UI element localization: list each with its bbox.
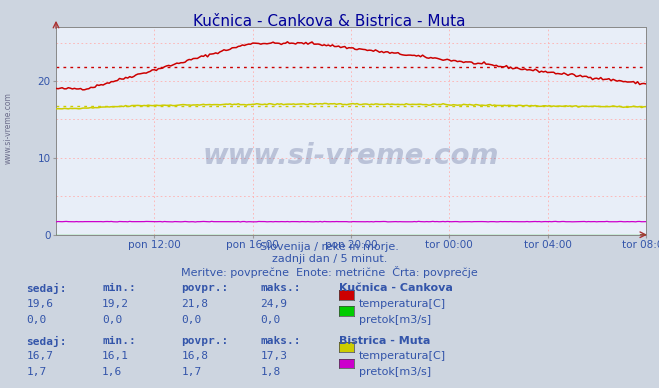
Text: min.:: min.: <box>102 283 136 293</box>
Text: povpr.:: povpr.: <box>181 283 229 293</box>
Text: sedaj:: sedaj: <box>26 283 67 294</box>
Text: www.si-vreme.com: www.si-vreme.com <box>203 142 499 170</box>
Text: maks.:: maks.: <box>260 283 301 293</box>
Text: 1,7: 1,7 <box>181 367 202 378</box>
Text: www.si-vreme.com: www.si-vreme.com <box>3 92 13 164</box>
Text: Kučnica - Cankova & Bistrica - Muta: Kučnica - Cankova & Bistrica - Muta <box>193 14 466 29</box>
Text: 24,9: 24,9 <box>260 299 287 309</box>
Text: 1,6: 1,6 <box>102 367 123 378</box>
Text: 19,6: 19,6 <box>26 299 53 309</box>
Text: temperatura[C]: temperatura[C] <box>359 351 446 361</box>
Text: Meritve: povprečne  Enote: metrične  Črta: povprečje: Meritve: povprečne Enote: metrične Črta:… <box>181 266 478 278</box>
Text: 0,0: 0,0 <box>26 315 47 325</box>
Text: 0,0: 0,0 <box>181 315 202 325</box>
Text: min.:: min.: <box>102 336 136 346</box>
Text: 0,0: 0,0 <box>102 315 123 325</box>
Text: pretok[m3/s]: pretok[m3/s] <box>359 367 431 378</box>
Text: 19,2: 19,2 <box>102 299 129 309</box>
Text: sedaj:: sedaj: <box>26 336 67 346</box>
Text: 1,7: 1,7 <box>26 367 47 378</box>
Text: 17,3: 17,3 <box>260 351 287 361</box>
Text: Slovenija / reke in morje.: Slovenija / reke in morje. <box>260 242 399 253</box>
Text: 0,0: 0,0 <box>260 315 281 325</box>
Text: maks.:: maks.: <box>260 336 301 346</box>
Text: temperatura[C]: temperatura[C] <box>359 299 446 309</box>
Text: Bistrica - Muta: Bistrica - Muta <box>339 336 431 346</box>
Text: 16,7: 16,7 <box>26 351 53 361</box>
Text: 16,1: 16,1 <box>102 351 129 361</box>
Text: 21,8: 21,8 <box>181 299 208 309</box>
Text: povpr.:: povpr.: <box>181 336 229 346</box>
Text: 1,8: 1,8 <box>260 367 281 378</box>
Text: Kučnica - Cankova: Kučnica - Cankova <box>339 283 453 293</box>
Text: 16,8: 16,8 <box>181 351 208 361</box>
Text: zadnji dan / 5 minut.: zadnji dan / 5 minut. <box>272 254 387 264</box>
Text: pretok[m3/s]: pretok[m3/s] <box>359 315 431 325</box>
